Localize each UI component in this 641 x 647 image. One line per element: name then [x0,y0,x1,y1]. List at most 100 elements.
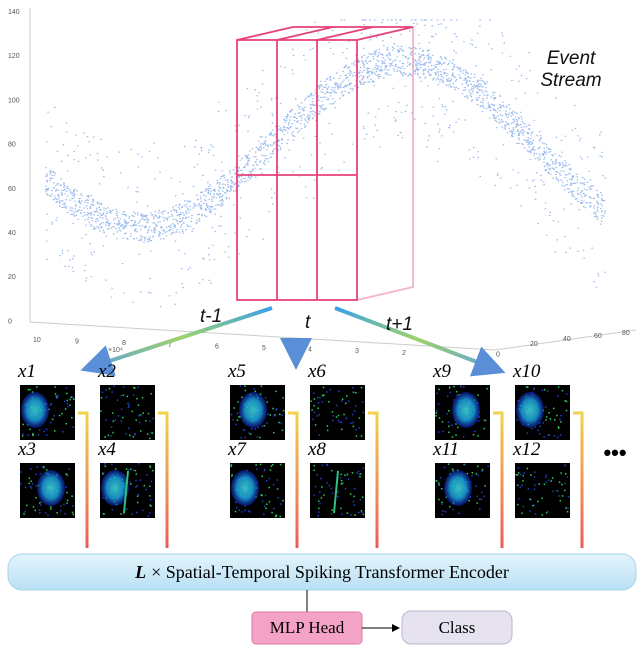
spike [475,473,478,475]
spike [352,386,354,389]
spike [66,392,68,395]
spike [442,510,444,512]
spike [564,399,566,402]
spike [134,387,136,389]
spike [448,505,451,508]
spike [527,488,530,490]
spike [248,510,250,512]
spike [122,394,125,397]
spike [558,427,560,429]
spike [70,396,72,398]
time-label: t+1 [386,314,413,335]
spike [521,512,523,514]
frame-label: x9 [432,361,451,382]
spike [436,392,438,395]
spike [149,504,151,506]
spike [100,396,103,399]
spike [447,421,450,423]
spike [479,508,481,510]
spike [260,385,263,387]
spike [30,480,32,483]
spike [458,512,460,515]
spike [36,386,38,388]
spike [565,507,567,509]
spike [244,509,246,512]
spike [282,409,285,412]
encoder-prefix: L [134,562,146,582]
spike [68,468,70,470]
spike [516,419,518,421]
frame [310,385,365,440]
event-points [45,19,606,308]
spike [560,414,562,417]
frame-label: x3 [17,439,36,460]
spike [545,481,548,483]
spike [349,493,352,495]
spike [139,421,141,424]
bypass-arrow [368,411,379,548]
spike [452,508,454,511]
spike [451,424,453,426]
spike [556,414,558,417]
spike [263,505,266,508]
spike [263,513,265,515]
spike [265,480,268,482]
spike [142,412,144,414]
spike [343,413,345,416]
spike [135,419,137,421]
y-tick-label: 60 [594,333,602,340]
spike [438,498,440,501]
class-box [401,610,513,645]
spike [71,511,74,514]
spike [543,436,545,439]
spike [453,399,455,401]
spike [558,495,560,497]
spike [533,488,536,491]
z-tick-label: 140 [8,9,20,16]
spike [103,463,106,465]
spike [138,414,141,417]
spike [539,425,541,428]
spike [557,395,559,397]
class-label: Class [439,618,476,637]
spike [120,513,122,515]
spike [322,386,325,389]
spike [45,512,47,514]
spike [469,496,472,498]
frame-label: x7 [227,439,247,460]
spike [463,464,465,466]
spike [544,406,547,408]
spike [111,509,114,511]
spike [441,513,443,516]
frame-label: x11 [432,439,459,460]
spike [149,465,151,467]
spike [237,401,239,403]
spike [519,486,522,489]
bypass-arrow [158,411,169,548]
spike [253,388,256,390]
time-label: t [305,312,311,333]
spike [147,515,150,517]
spike [314,424,317,426]
spike [120,408,123,410]
spike [132,386,135,389]
spike [350,514,352,516]
spike [122,416,124,419]
spike [56,512,58,514]
spike [108,387,111,390]
spike [561,495,564,497]
spike [32,434,34,436]
spike [38,429,41,431]
spike [484,485,486,487]
spike [102,513,105,515]
bypass-arrow [78,411,89,548]
spike [549,418,552,420]
spike [453,385,455,388]
spike [69,398,71,401]
spike [242,429,245,431]
spike [353,495,355,498]
spike [439,476,442,479]
spike [148,485,151,488]
spike [72,513,75,516]
spike [361,511,363,514]
